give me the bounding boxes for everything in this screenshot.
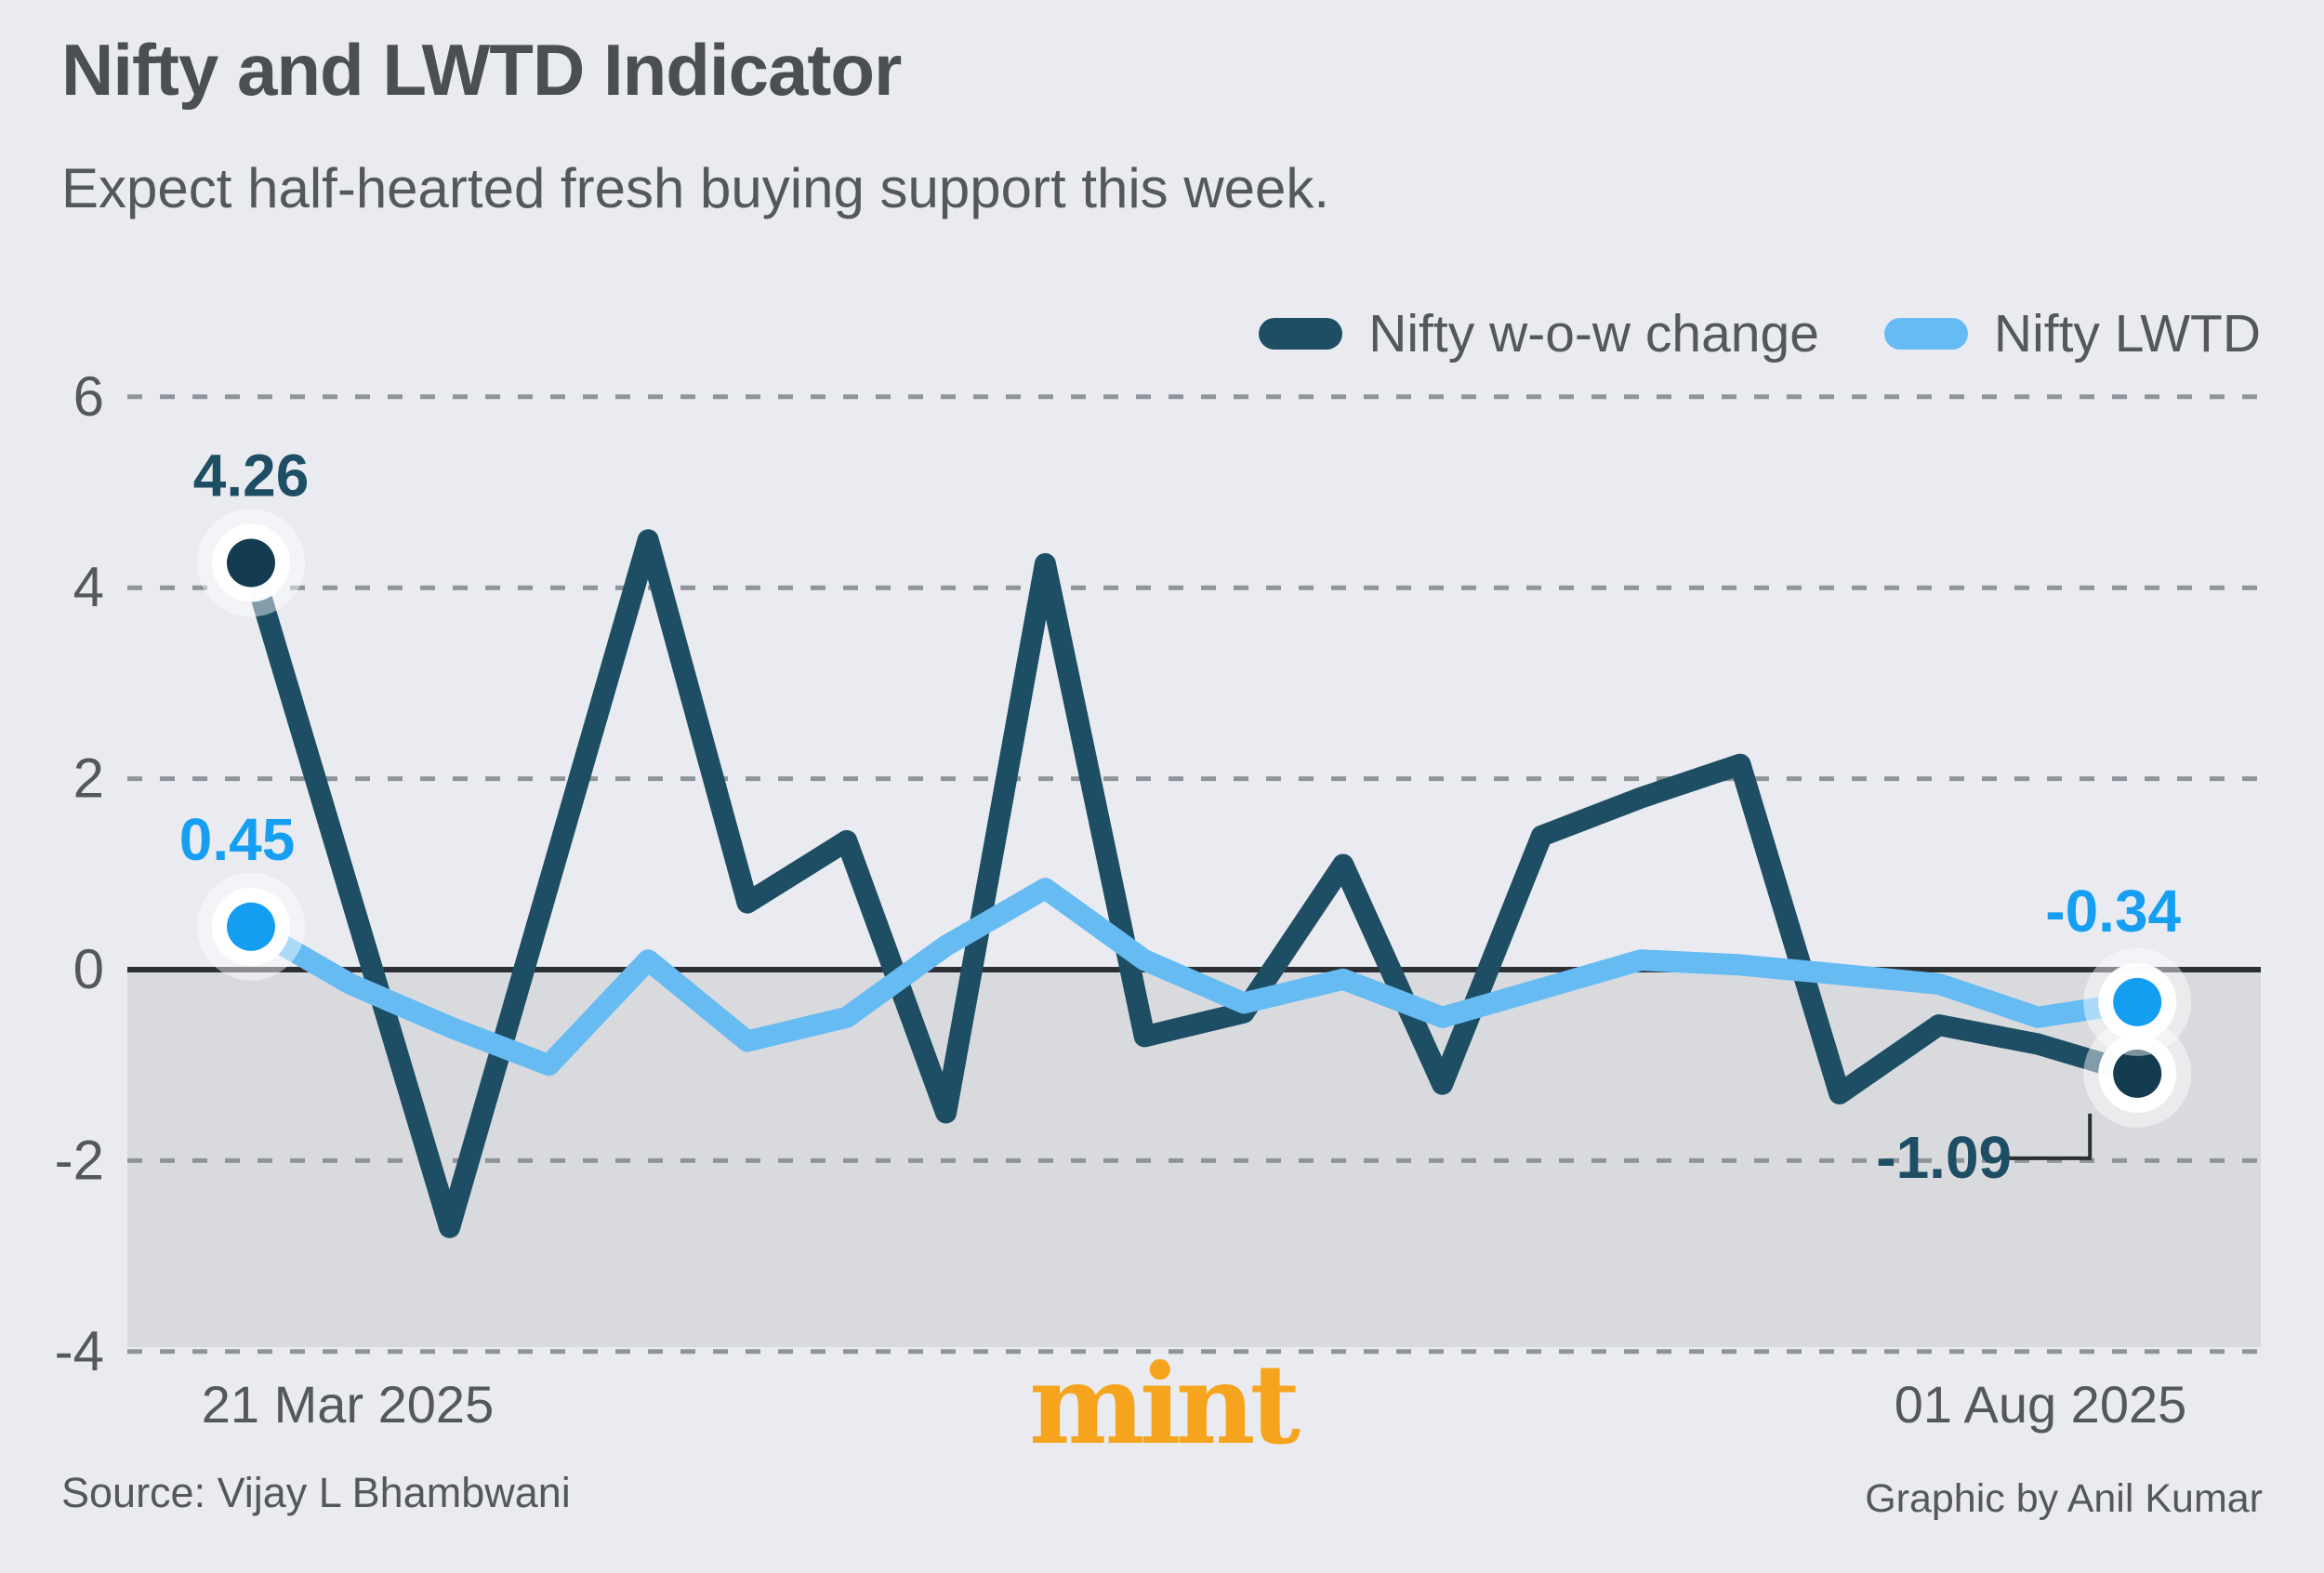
annotation-leader-line	[2009, 1113, 2093, 1160]
y-tick-label: 6	[73, 365, 104, 428]
x-axis-label-start: 21 Mar 2025	[201, 1375, 495, 1434]
source-credit: Source: Vijay L Bhambwani	[61, 1469, 571, 1516]
series-line-nifty-lwtd	[240, 878, 2148, 1077]
legend-swatch-nifty-lwtd-icon	[1883, 318, 1968, 350]
x-axis-label-end: 01 Aug 2025	[1894, 1375, 2187, 1434]
value-label-0.45: 0.45	[179, 806, 296, 873]
value-label--1.09: -1.09	[1876, 1124, 2012, 1191]
legend-label-nifty-wow: Nifty w-o-w change	[1368, 304, 1819, 364]
legend-item-nifty-wow: Nifty w-o-w change	[1259, 303, 1819, 364]
y-tick-label: 2	[73, 747, 104, 810]
legend-item-nifty-lwtd: Nifty LWTD	[1883, 303, 2261, 364]
page-subtitle: Expect half-hearted fresh buying support…	[61, 157, 1330, 219]
y-tick-label: -4	[55, 1320, 104, 1382]
series-line-nifty-wow	[240, 529, 2148, 1238]
data-point-dot-nifty-wow	[2113, 1049, 2162, 1098]
legend: Nifty w-o-w change Nifty LWTD	[1259, 303, 2261, 364]
legend-swatch-nifty-wow-icon	[1259, 318, 1343, 350]
y-tick-label: 4	[73, 556, 104, 618]
value-label-4.26: 4.26	[193, 443, 310, 509]
legend-label-nifty-lwtd: Nifty LWTD	[1993, 304, 2261, 364]
y-tick-label: -2	[55, 1129, 104, 1191]
mint-logo: mint	[1029, 1340, 1301, 1469]
data-point-dot-nifty-lwtd	[227, 902, 275, 951]
y-tick-label: 0	[73, 938, 104, 1000]
value-label--0.34: -0.34	[2045, 878, 2181, 945]
graphic-credit: Graphic by Anil Kumar	[1865, 1476, 2263, 1521]
page-title: Nifty and LWTD Indicator	[61, 29, 902, 111]
data-point-dot-nifty-lwtd	[2113, 977, 2162, 1026]
data-point-dot-nifty-wow	[227, 538, 275, 588]
